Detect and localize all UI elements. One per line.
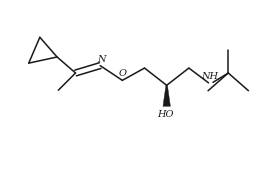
Polygon shape: [163, 85, 170, 106]
Text: NH: NH: [201, 72, 218, 81]
Text: N: N: [97, 55, 106, 64]
Text: HO: HO: [157, 110, 174, 119]
Text: O: O: [118, 69, 126, 78]
